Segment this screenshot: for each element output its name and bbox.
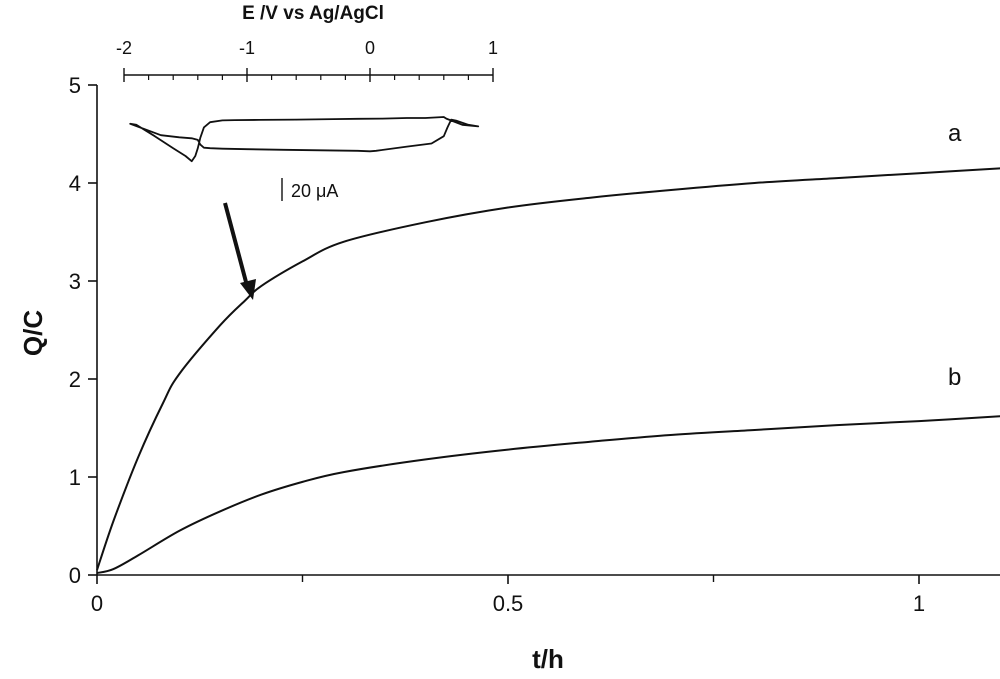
inset-x-tick-label: -2: [116, 38, 132, 58]
current-scale-label: 20 μA: [291, 181, 338, 201]
y-tick-label: 3: [69, 269, 81, 294]
arrow-annotation: [223, 202, 256, 300]
inset-ticks: -2 -1 0 1: [116, 38, 498, 82]
y-axis-title: Q/C: [18, 310, 48, 356]
inset-x-tick-label: -1: [239, 38, 255, 58]
arrow-shaft: [223, 202, 248, 283]
y-tick-label: 4: [69, 171, 81, 196]
series-a-line: [96, 167, 1000, 571]
inset-voltammogram: E /V vs Ag/AgCl -2 -1 0 1 20 μA: [116, 3, 498, 201]
x-tick-label: 0.5: [493, 591, 524, 616]
inset-axis-title: E /V vs Ag/AgCl: [242, 3, 384, 24]
x-tick-label: 0: [91, 591, 103, 616]
inset-x-tick-label: 1: [488, 38, 498, 58]
curve-a-label: a: [948, 120, 962, 147]
y-tick-label: 5: [69, 73, 81, 98]
x-axis-title: t/h: [532, 644, 564, 674]
series-b-line: [96, 415, 1000, 574]
arrow-head: [240, 279, 256, 300]
main-series: [96, 167, 1000, 574]
inset-voltammogram-line: [129, 116, 480, 163]
y-tick-label: 0: [69, 563, 81, 588]
y-tick-label: 1: [69, 465, 81, 490]
main-ticks: 0 1 2 3 4 5 0 0.5 1: [69, 73, 925, 616]
curve-b-label: b: [948, 364, 961, 391]
x-tick-label: 1: [913, 591, 925, 616]
inset-x-tick-label: 0: [365, 38, 375, 58]
y-tick-label: 2: [69, 367, 81, 392]
main-axes: [96, 85, 1000, 576]
inset-series: [129, 116, 480, 163]
